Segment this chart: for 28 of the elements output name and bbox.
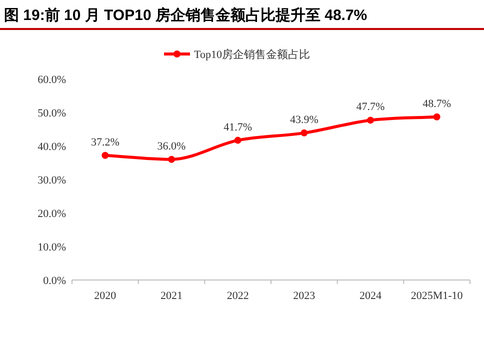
point xyxy=(300,129,308,136)
y-tick-label: 0.0% xyxy=(43,275,66,287)
point xyxy=(102,152,109,159)
y-tick-label: 10.0% xyxy=(38,242,66,254)
point xyxy=(168,156,175,163)
legend: Top10房企销售金额占比 xyxy=(164,49,310,61)
y-tick-label: 50.0% xyxy=(38,108,66,120)
data-label: 47.7% xyxy=(356,101,385,114)
x-tick-label: 2024 xyxy=(360,290,382,302)
x-tick-label: 2023 xyxy=(293,290,316,302)
data-label: 48.7% xyxy=(422,98,452,110)
y-tick-label: 40.0% xyxy=(38,141,66,153)
x-tick-label: 2025M1-10 xyxy=(410,290,464,302)
y-tick-label: 20.0% xyxy=(38,208,66,220)
y-tick-label: 60.0% xyxy=(38,74,66,86)
point xyxy=(433,113,440,120)
x-tick-label: 2022 xyxy=(226,290,249,302)
x-tick-label: 2020 xyxy=(94,290,117,302)
data-label: 43.9% xyxy=(290,114,318,126)
point xyxy=(367,116,374,124)
chart-title: 图 19:前 10 月 TOP10 房企销售金额占比提升至 48.7% xyxy=(4,6,368,24)
point xyxy=(234,136,242,144)
data-label: 41.7% xyxy=(224,121,252,134)
data-label: 37.2% xyxy=(90,136,120,148)
x-tick-label: 2021 xyxy=(160,290,182,302)
data-label: 36.0% xyxy=(157,140,186,152)
y-tick-label: 30.0% xyxy=(38,174,66,186)
legend-label: Top10房企销售金额占比 xyxy=(194,48,310,61)
